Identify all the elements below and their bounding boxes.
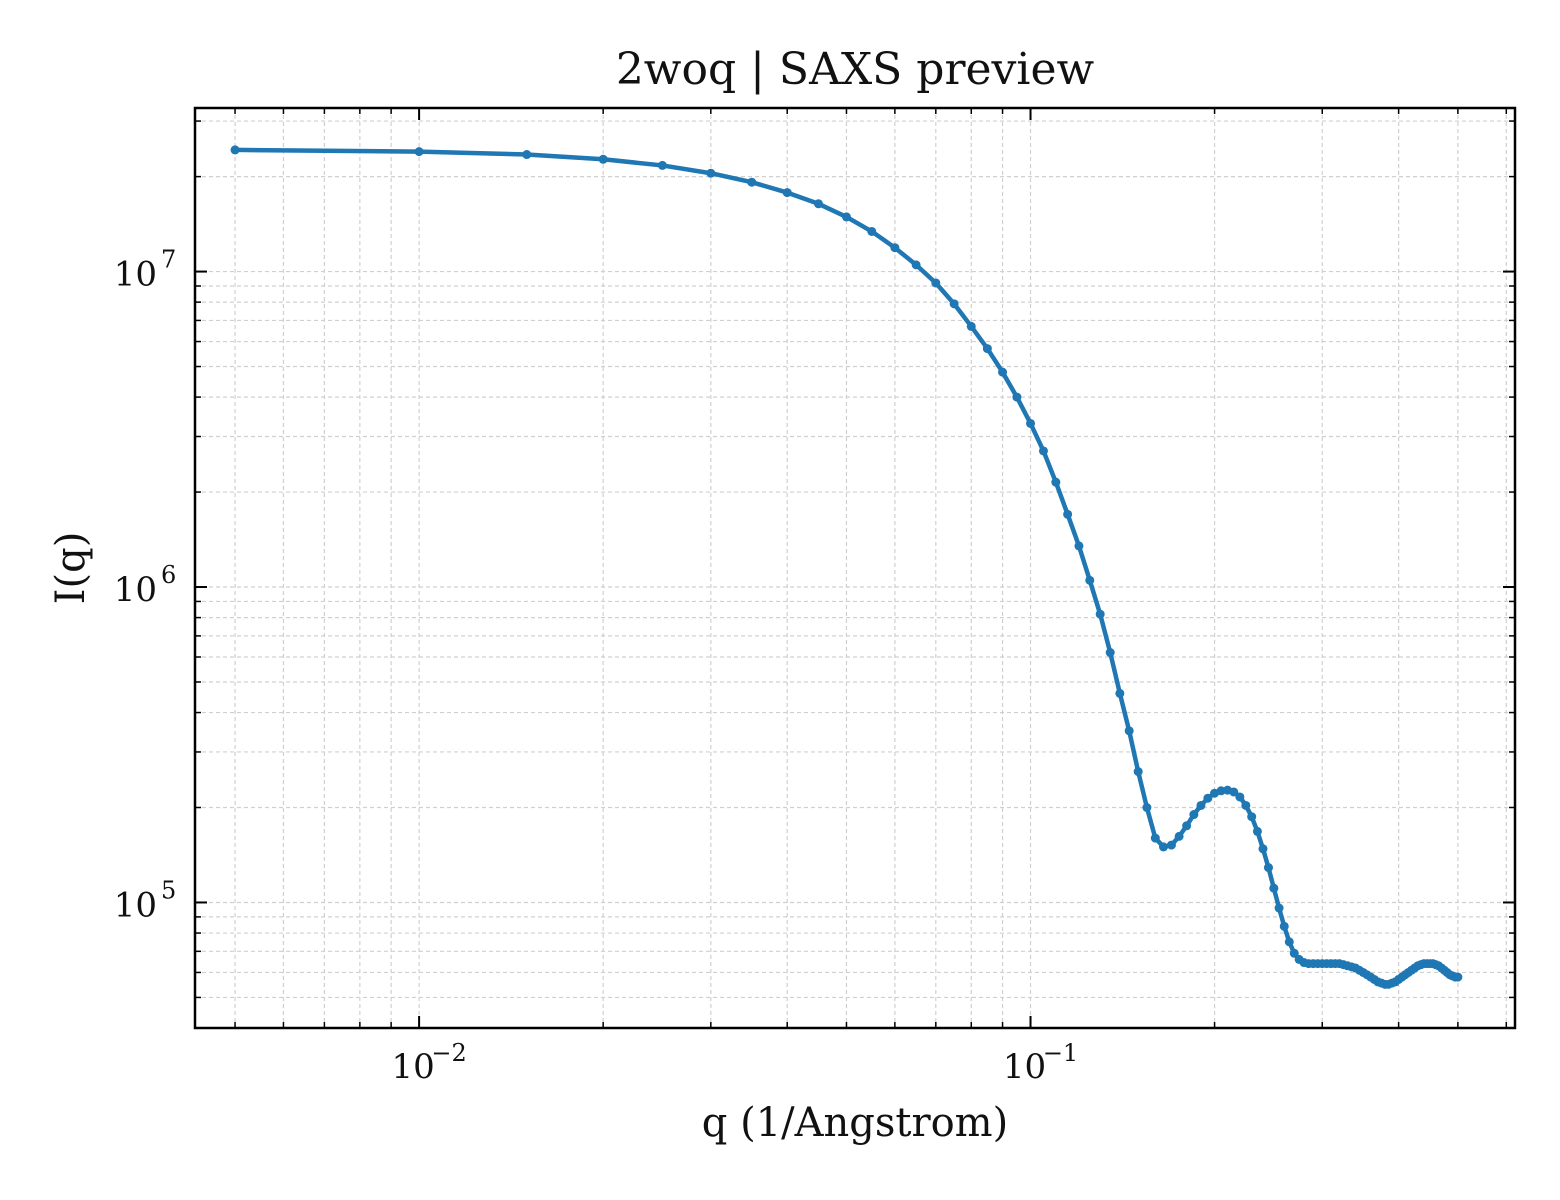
- axis-ticks: [195, 108, 1515, 1029]
- data-point: [1196, 800, 1206, 810]
- data-point: [657, 160, 667, 170]
- data-point: [1150, 833, 1160, 843]
- x-tick-label: 10: [391, 1047, 434, 1087]
- data-point: [1105, 648, 1115, 658]
- data-point: [890, 243, 900, 253]
- data-point: [1142, 803, 1152, 813]
- data-point: [1051, 477, 1061, 487]
- data-point: [1289, 948, 1299, 958]
- data-point: [414, 147, 424, 157]
- y-tick-label: 10: [114, 885, 157, 925]
- data-point: [1269, 883, 1279, 893]
- data-point: [1012, 392, 1022, 402]
- data-point: [1263, 863, 1273, 873]
- data-point: [1038, 446, 1048, 456]
- data-point: [522, 150, 532, 160]
- data-point: [1074, 541, 1084, 551]
- data-point: [1453, 972, 1463, 982]
- data-point: [1124, 726, 1134, 736]
- data-point: [813, 199, 823, 209]
- data-point: [966, 321, 976, 331]
- x-axis-label: q (1/Angstrom): [702, 1100, 1008, 1146]
- y-tick-label: 10: [114, 255, 157, 295]
- data-point: [1189, 810, 1199, 820]
- data-point: [1241, 800, 1251, 810]
- data-point: [1235, 792, 1245, 802]
- data-point: [1252, 826, 1262, 836]
- data-point: [982, 344, 992, 354]
- data-point: [1174, 831, 1184, 841]
- y-tick-label: 10: [114, 570, 157, 610]
- x-tick-exponent: −2: [431, 1039, 466, 1067]
- series-layer: [230, 145, 1463, 989]
- data-point: [706, 168, 716, 178]
- y-axis-label: I(q): [48, 532, 94, 605]
- data-point: [1203, 793, 1213, 803]
- data-point: [1284, 937, 1294, 947]
- data-point: [867, 226, 877, 236]
- y-tick-exponent: 5: [161, 876, 176, 904]
- data-point: [1166, 840, 1176, 850]
- data-point: [841, 212, 851, 222]
- x-tick-exponent: −1: [1043, 1039, 1078, 1067]
- data-point: [1063, 509, 1073, 519]
- data-point: [747, 177, 757, 187]
- data-point: [230, 145, 240, 155]
- data-point: [1095, 609, 1105, 619]
- data-point: [949, 299, 959, 309]
- data-point: [1258, 844, 1268, 854]
- data-point: [998, 367, 1008, 377]
- data-point: [782, 188, 792, 198]
- grid-lines: [195, 108, 1515, 1029]
- data-point: [1182, 821, 1192, 831]
- data-point: [1247, 812, 1257, 822]
- y-tick-exponent: 7: [161, 246, 176, 274]
- data-point: [1133, 767, 1143, 777]
- plot-frame: [193, 106, 1517, 1030]
- data-point: [1229, 787, 1239, 797]
- data-point: [1279, 921, 1289, 931]
- data-point: [931, 278, 941, 288]
- x-tick-label: 10: [1003, 1047, 1046, 1087]
- data-point: [1158, 842, 1168, 852]
- data-point: [1274, 903, 1284, 913]
- chart-title: 2woq | SAXS preview: [616, 44, 1095, 95]
- y-tick-exponent: 6: [161, 561, 176, 589]
- data-point: [1026, 418, 1036, 428]
- data-point: [911, 260, 921, 270]
- data-point: [598, 154, 608, 164]
- data-point: [1085, 575, 1095, 585]
- data-point: [1115, 688, 1125, 698]
